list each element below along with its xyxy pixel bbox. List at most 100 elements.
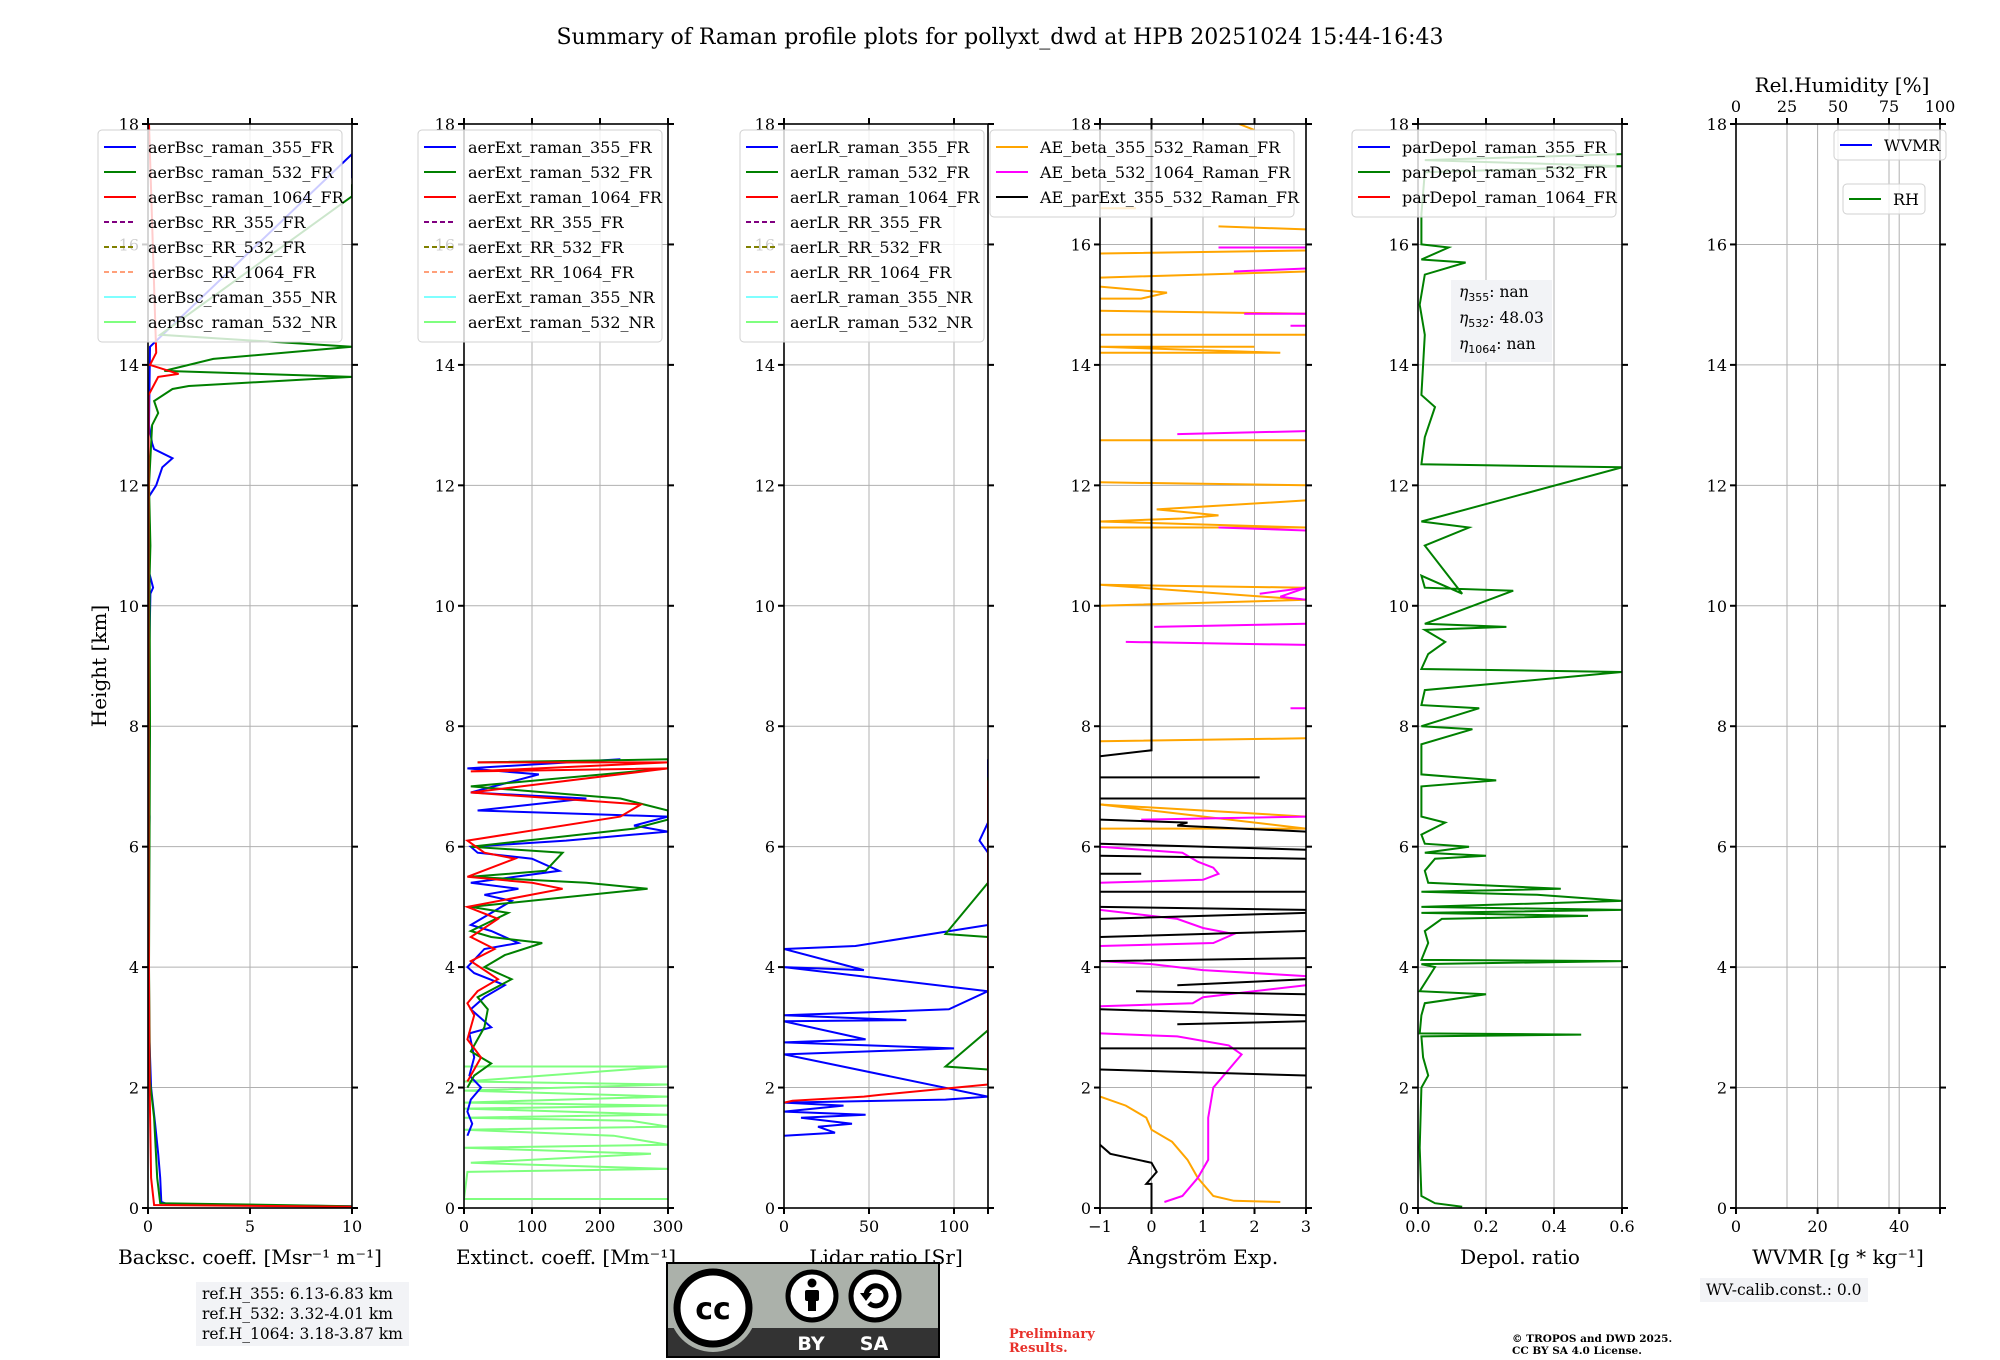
legend-bsc: aerBsc_raman_355_FR aerBsc_raman_532_FRae… bbox=[97, 129, 345, 343]
legend-ext: aerExt_raman_355_FR aerExt_raman_532_FRae… bbox=[417, 129, 663, 343]
y-tick-label: 14 bbox=[435, 356, 455, 375]
x-tick-label: 40 bbox=[1889, 1217, 1909, 1236]
series-ae-beta-532-1064-raman-fr bbox=[1100, 246, 1306, 1203]
legend-label: aerLR_RR_355_FR bbox=[790, 213, 942, 232]
y-tick-label: 18 bbox=[119, 115, 139, 134]
y-tick-label: 14 bbox=[1707, 356, 1727, 375]
refh-532: ref.H_532: 3.32-4.01 km bbox=[202, 1305, 393, 1323]
refh-355: ref.H_355: 6.13-6.83 km bbox=[202, 1285, 393, 1303]
panel-ext: 0246810121416180100200300Extinct. coeff.… bbox=[417, 115, 684, 1269]
y-tick-label: 12 bbox=[1707, 476, 1727, 495]
y-tick-label: 4 bbox=[1399, 958, 1409, 977]
y-tick-label: 2 bbox=[445, 1079, 455, 1098]
preliminary-line-1: Preliminary bbox=[1009, 1327, 1095, 1342]
legend-ae: AE_beta_355_532_Raman_FR AE_beta_532_1064… bbox=[989, 129, 1300, 218]
y-tick-label: 2 bbox=[1399, 1079, 1409, 1098]
legend-label: aerLR_raman_532_FR bbox=[790, 163, 970, 182]
y-tick-label: 6 bbox=[445, 838, 455, 857]
y-tick-label: 8 bbox=[765, 717, 775, 736]
y-tick-label: 6 bbox=[765, 838, 775, 857]
x-tick-label: 0 bbox=[459, 1217, 469, 1236]
legend-rh: RH bbox=[1842, 183, 1926, 215]
x-tick-label: 0 bbox=[779, 1217, 789, 1236]
y-tick-label: 18 bbox=[435, 115, 455, 134]
y-tick-label: 8 bbox=[1081, 717, 1091, 736]
legend-label: aerExt_raman_532_NR bbox=[468, 313, 656, 332]
x-tick-label: 0 bbox=[143, 1217, 153, 1236]
x-axis-label: WVMR [g * kg⁻¹] bbox=[1752, 1245, 1924, 1269]
x-tick-label: 300 bbox=[653, 1217, 684, 1236]
top-x-tick-label: 50 bbox=[1828, 97, 1848, 116]
legend-label: aerBsc_raman_355_NR bbox=[148, 288, 337, 307]
wv-calib-text: WV-calib.const.: 0.0 bbox=[1706, 1281, 1862, 1299]
legend-label: aerExt_raman_355_NR bbox=[468, 288, 656, 307]
figure-title: Summary of Raman profile plots for polly… bbox=[556, 25, 1443, 50]
y-tick-label: 10 bbox=[1071, 597, 1091, 616]
x-tick-label: 2 bbox=[1249, 1217, 1259, 1236]
y-tick-label: 4 bbox=[765, 958, 775, 977]
top-x-tick-label: 25 bbox=[1777, 97, 1797, 116]
by-icon bbox=[785, 1269, 839, 1323]
refh-1064: ref.H_1064: 3.18-3.87 km bbox=[202, 1325, 403, 1343]
y-tick-label: 4 bbox=[129, 958, 139, 977]
legend-label: aerBsc_RR_532_FR bbox=[148, 238, 306, 257]
legend-label: AE_parExt_355_532_Raman_FR bbox=[1039, 188, 1300, 207]
legend-label: aerBsc_RR_1064_FR bbox=[148, 263, 317, 282]
y-tick-label: 18 bbox=[1071, 115, 1091, 134]
legend-frame bbox=[1833, 129, 1947, 161]
y-tick-label: 2 bbox=[1081, 1079, 1091, 1098]
legend-depol: parDepol_raman_355_FR parDepol_raman_532_… bbox=[1351, 129, 1618, 218]
legend-label: aerLR_raman_355_FR bbox=[790, 138, 970, 157]
axes-frame bbox=[463, 123, 669, 1209]
legend-label: AE_beta_355_532_Raman_FR bbox=[1039, 138, 1281, 157]
legend-frame bbox=[989, 129, 1295, 218]
legend-label: aerBsc_raman_1064_FR bbox=[148, 188, 345, 207]
x-tick-label: 0.0 bbox=[1405, 1217, 1430, 1236]
x-tick-label: 0.6 bbox=[1609, 1217, 1634, 1236]
cc-icon: cc bbox=[669, 1264, 757, 1352]
x-tick-label: 0 bbox=[1731, 1217, 1741, 1236]
series-aerext-raman-1064-fr bbox=[464, 761, 668, 1082]
sa-label: SA bbox=[860, 1333, 889, 1355]
cc-by-sa-badge: cc BY SA bbox=[666, 1262, 940, 1358]
x-tick-label: 1 bbox=[1198, 1217, 1208, 1236]
by-label: BY bbox=[797, 1333, 824, 1355]
legend-label: aerExt_RR_532_FR bbox=[468, 238, 625, 257]
series-ae-parext-355-532-raman-fr bbox=[1100, 124, 1306, 1208]
x-tick-label: 0.2 bbox=[1473, 1217, 1498, 1236]
preliminary-line-2: Results. bbox=[1009, 1341, 1068, 1356]
legend-frame bbox=[97, 129, 343, 343]
panel-depol: 0 2 4 6 8 10 12 14 16 18 0.0 0.2 0.4 0.6 Depol. ratio p… bbox=[1351, 115, 1635, 1269]
wv-calibration-box: WV-calib.const.: 0.0 bbox=[1700, 1278, 1868, 1302]
y-tick-label: 12 bbox=[755, 476, 775, 495]
svg-text:cc: cc bbox=[695, 1292, 731, 1327]
series-aerlr-raman-355-fr bbox=[784, 759, 988, 1137]
x-tick-label: 0 bbox=[1146, 1217, 1156, 1236]
legend-label: aerLR_RR_1064_FR bbox=[790, 263, 952, 282]
series-aerbsc-raman-532-fr bbox=[148, 184, 352, 1208]
series-pardepol-raman-532-fr bbox=[1418, 153, 1622, 1208]
y-tick-label: 14 bbox=[1389, 356, 1409, 375]
x-tick-label: 3 bbox=[1301, 1217, 1311, 1236]
y-tick-label: 4 bbox=[445, 958, 455, 977]
top-x-tick-label: 0 bbox=[1731, 97, 1741, 116]
eta-532: η532: 48.03 bbox=[1459, 309, 1544, 331]
y-axis-label: Height [km] bbox=[87, 605, 111, 727]
y-tick-label: 10 bbox=[1389, 597, 1409, 616]
y-tick-label: 4 bbox=[1717, 958, 1727, 977]
y-tick-label: 0 bbox=[1399, 1199, 1409, 1218]
axes-frame bbox=[1417, 123, 1623, 1209]
y-tick-label: 0 bbox=[1717, 1199, 1727, 1218]
y-tick-label: 12 bbox=[1071, 476, 1091, 495]
y-tick-label: 16 bbox=[1071, 235, 1091, 254]
x-tick-label: 200 bbox=[585, 1217, 616, 1236]
x-tick-label: 100 bbox=[939, 1217, 970, 1236]
y-tick-label: 0 bbox=[1081, 1199, 1091, 1218]
copyright-line-1: © TROPOS and DWD 2025. bbox=[1512, 1333, 1673, 1345]
x-tick-label: 0.4 bbox=[1541, 1217, 1566, 1236]
legend-label: aerLR_raman_1064_FR bbox=[790, 188, 980, 207]
copyright-note: © TROPOS and DWD 2025. CC BY SA 4.0 Lice… bbox=[1512, 1333, 1672, 1357]
legend-frame bbox=[739, 129, 985, 343]
